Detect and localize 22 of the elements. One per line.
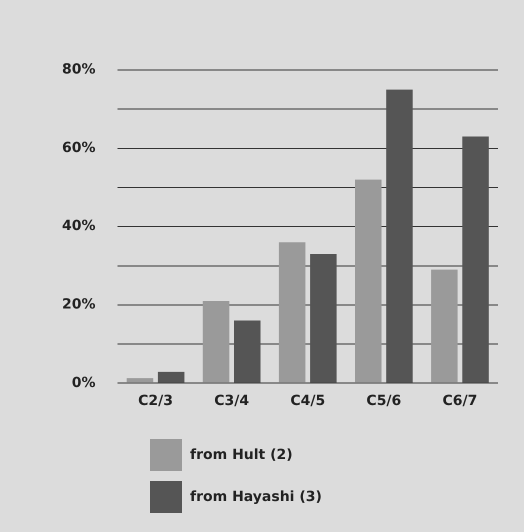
bar xyxy=(354,180,382,383)
bar xyxy=(278,242,306,383)
y-tick-label: 20% xyxy=(62,296,96,313)
legend-label: from Hayashi (3) xyxy=(190,489,322,505)
bar xyxy=(462,136,489,383)
x-tick-label: C4/5 xyxy=(290,393,326,410)
bar xyxy=(310,254,337,383)
bar xyxy=(158,372,184,383)
bar xyxy=(431,270,458,383)
x-tick-label: C5/6 xyxy=(366,393,402,410)
y-tick-label: 80% xyxy=(62,62,96,78)
x-tick-label: C6/7 xyxy=(442,393,478,410)
x-tick-label: C3/4 xyxy=(214,393,250,410)
bar xyxy=(126,378,154,383)
y-tick-label: 0% xyxy=(72,374,96,391)
bar xyxy=(202,300,230,383)
x-tick-label: C2/3 xyxy=(138,393,173,410)
y-tick-label: 40% xyxy=(62,218,96,234)
bar xyxy=(234,320,261,383)
y-tick-label: 60% xyxy=(62,140,96,156)
legend-label: from Hult (2) xyxy=(190,447,293,463)
bar xyxy=(386,90,413,383)
